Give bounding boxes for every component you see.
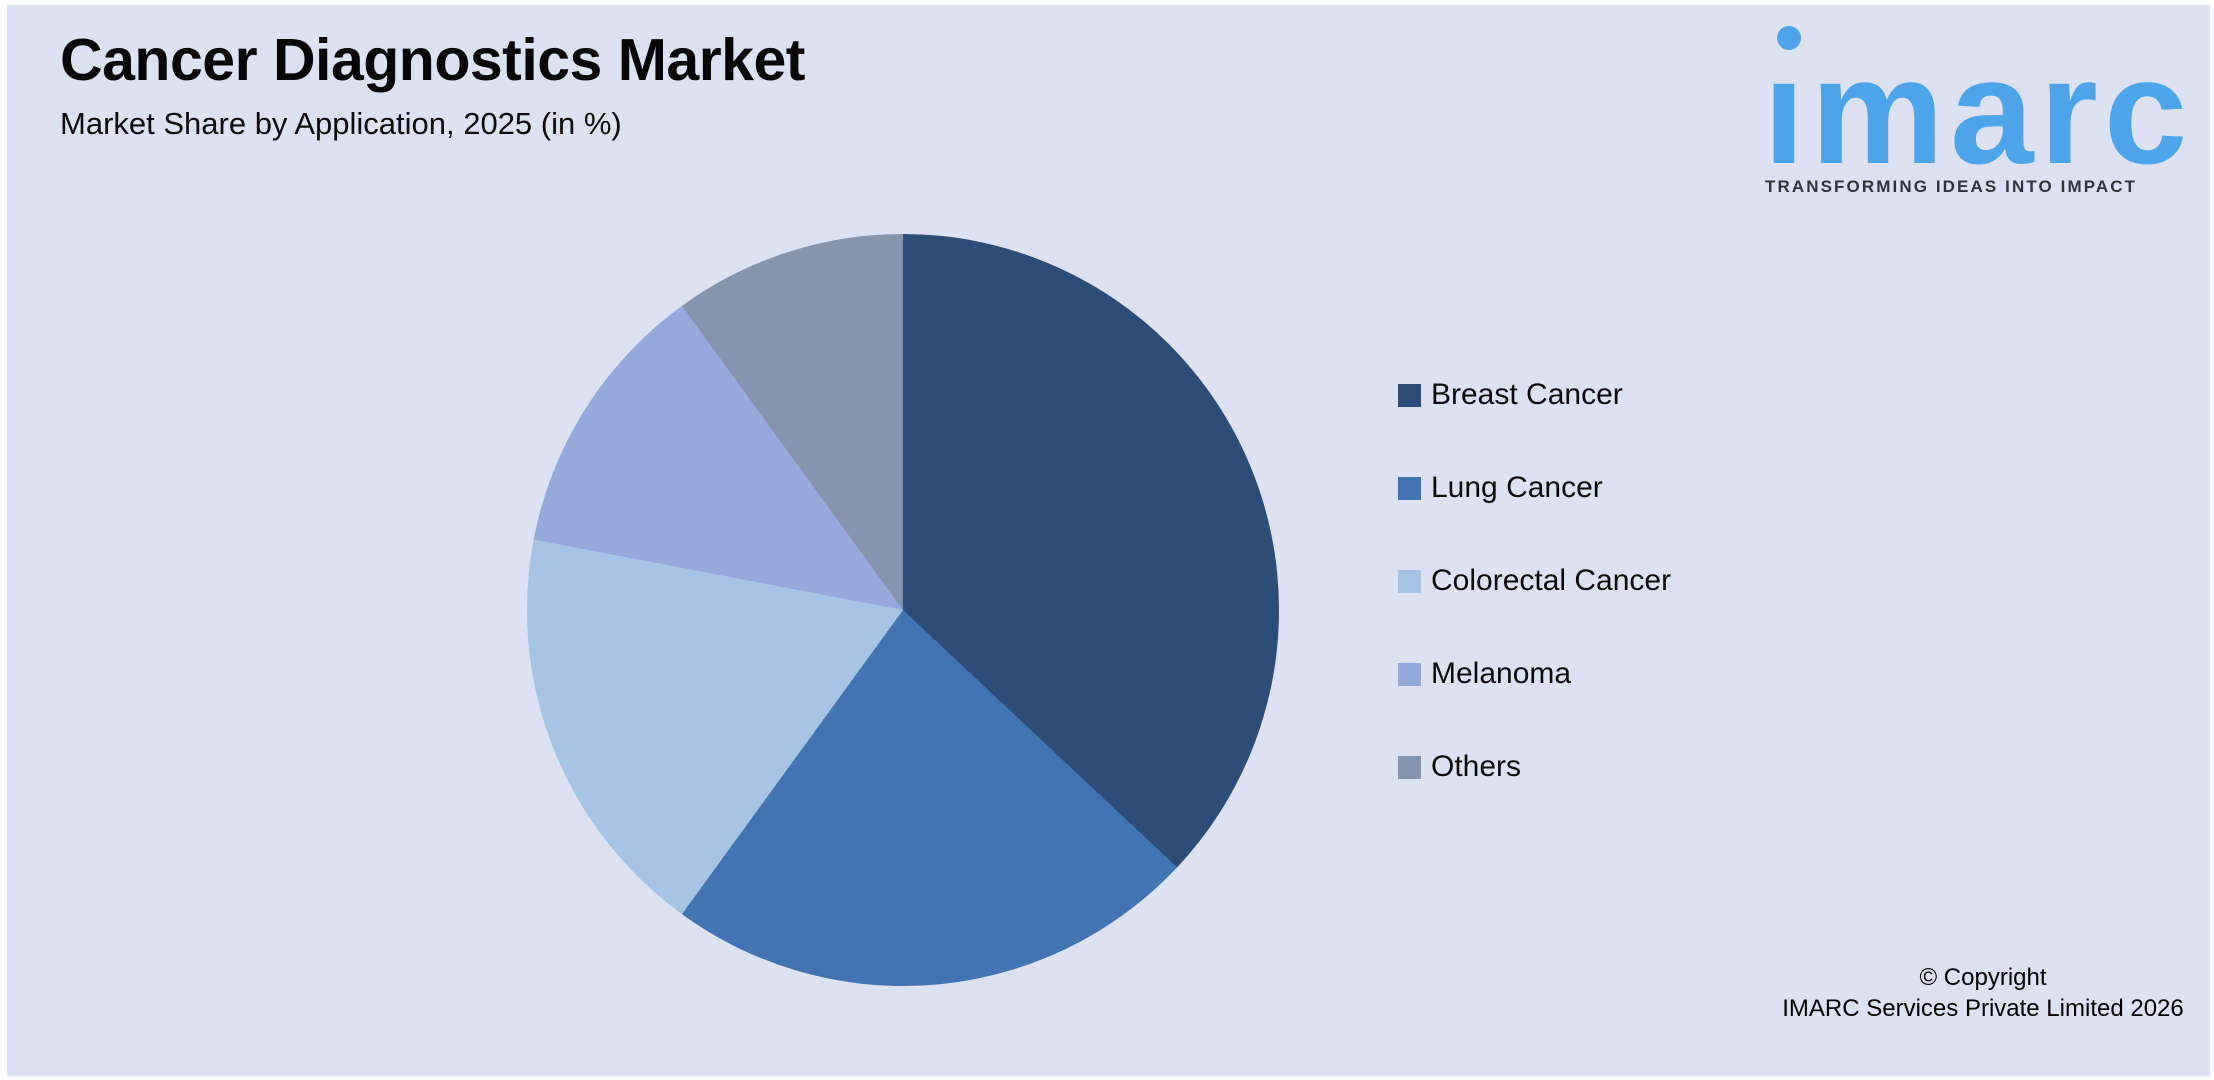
legend-item: Colorectal Cancer	[1398, 558, 1671, 604]
legend-item: Others	[1398, 744, 1671, 790]
legend-item-label: Breast Cancer	[1431, 378, 1623, 411]
legend-swatch-icon	[1398, 383, 1421, 407]
legend-swatch-icon	[1398, 662, 1421, 686]
copyright-line1: © Copyright	[1919, 964, 2047, 991]
logo-tagline: TRANSFORMING IDEAS INTO IMPACT	[1765, 177, 2138, 196]
legend-item-label: Melanoma	[1431, 657, 1572, 690]
legend-item-label: Lung Cancer	[1431, 471, 1603, 504]
pie-chart	[527, 234, 1279, 986]
legend-item: Melanoma	[1398, 651, 1671, 697]
logo-dot-icon	[1777, 26, 1801, 50]
legend-swatch-icon	[1398, 569, 1421, 593]
legend: Breast Cancer Lung Cancer Colorectal Can…	[1398, 372, 1671, 837]
legend-swatch-icon	[1398, 755, 1421, 779]
legend-swatch-icon	[1398, 476, 1421, 500]
legend-item: Lung Cancer	[1398, 465, 1671, 511]
legend-item-label: Others	[1431, 750, 1522, 783]
page-title: Cancer Diagnostics Market	[60, 27, 805, 93]
copyright-line2: IMARC Services Private Limited 2026	[1782, 995, 2184, 1022]
page-subtitle: Market Share by Application, 2025 (in %)	[60, 106, 622, 141]
legend-item: Breast Cancer	[1398, 372, 1671, 418]
copyright: © Copyright IMARC Services Private Limit…	[1760, 962, 2206, 1024]
legend-item-label: Colorectal Cancer	[1431, 564, 1672, 597]
imarc-wordmark: ımarc	[1763, 27, 2194, 195]
imarc-logo: ımarc TRANSFORMING IDEAS INTO IMPACT	[1763, 14, 2193, 209]
